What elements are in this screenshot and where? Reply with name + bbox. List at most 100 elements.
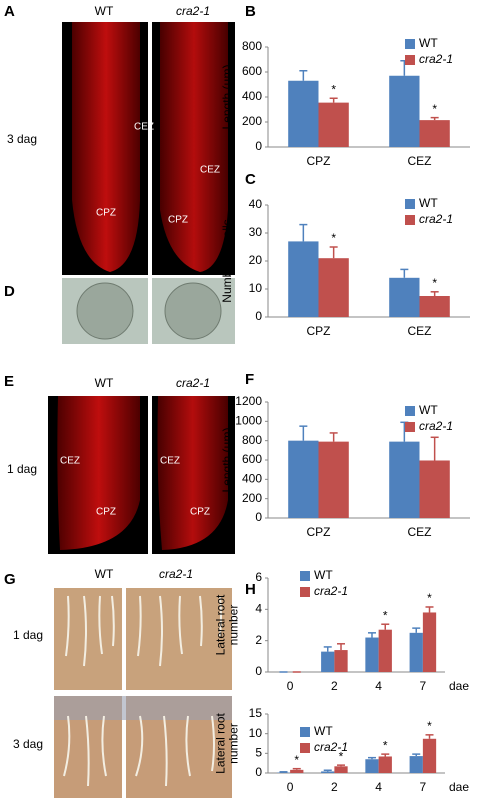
y-tick-label: 20 (249, 253, 263, 267)
bar (389, 441, 420, 518)
y-tick-label: 600 (242, 452, 262, 466)
y-tick-label: 0 (255, 765, 262, 779)
x-tick-label: 4 (375, 679, 382, 693)
y-tick-label: 5 (255, 746, 262, 760)
root-image (157, 396, 228, 550)
y-axis-label: Length (µm) (220, 65, 234, 130)
x-axis-label: dae (449, 780, 469, 794)
legend-swatch (300, 587, 310, 597)
bar (378, 756, 392, 773)
legend-swatch (405, 39, 415, 49)
bar (290, 769, 304, 773)
section-image (76, 282, 134, 340)
significance-marker: * (432, 276, 437, 290)
legend-swatch (300, 727, 310, 737)
bar (288, 440, 319, 518)
section-image (164, 282, 222, 340)
y-tick-label: 15 (249, 706, 263, 720)
zone-label: CPZ (96, 507, 116, 518)
bar (365, 759, 379, 773)
significance-marker: * (383, 608, 388, 622)
bar (389, 75, 420, 147)
y-tick-label: 200 (242, 114, 262, 128)
legend-swatch (300, 743, 310, 753)
zone-label: CEZ (60, 456, 80, 467)
x-tick-label: CEZ (408, 154, 432, 168)
legend-label: WT (314, 568, 333, 582)
y-tick-label: 0 (255, 664, 262, 678)
seedlings (63, 595, 222, 787)
y-tick-label: 200 (242, 491, 262, 505)
x-tick-label: CPZ (307, 525, 331, 539)
zone-label: CEZ (134, 122, 154, 133)
bar (321, 771, 335, 773)
y-tick-label: 1000 (235, 414, 262, 428)
x-tick-label: 2 (331, 679, 338, 693)
panel-letter: D (4, 283, 15, 300)
y-axis-label: Length (µm) (220, 428, 234, 493)
bar (419, 120, 450, 147)
bar (318, 258, 349, 317)
significance-marker: * (427, 591, 432, 605)
bar (409, 632, 423, 672)
row-label: 3 dag (7, 132, 37, 146)
x-tick-label: 2 (331, 780, 338, 794)
y-axis-label: Number of cells (220, 219, 234, 302)
x-tick-label: CEZ (408, 525, 432, 539)
zone-label: CPZ (190, 507, 210, 518)
y-axis-label: Lateral root (214, 712, 228, 773)
y-tick-label: 4 (255, 602, 262, 616)
x-tick-label: CPZ (307, 154, 331, 168)
bar (422, 612, 437, 672)
y-axis-label: Lateral root (214, 594, 228, 655)
root-image (72, 22, 140, 272)
bar (318, 102, 349, 147)
y-tick-label: 0 (255, 510, 262, 524)
bar (318, 441, 349, 518)
bar (378, 629, 392, 672)
bar (288, 241, 319, 317)
significance-marker: * (331, 82, 336, 96)
panel-letter: G (4, 571, 16, 588)
bar (419, 460, 450, 518)
legend-label: cra2-1 (314, 584, 348, 598)
panel-letter: A (4, 3, 15, 20)
column-label: WT (95, 567, 114, 581)
column-label: WT (95, 4, 114, 18)
legend-swatch (300, 571, 310, 581)
bar (409, 756, 423, 773)
x-tick-label: 0 (287, 679, 294, 693)
image (54, 588, 122, 690)
bar (419, 296, 450, 317)
significance-marker: * (331, 231, 336, 245)
panel-letter: H (245, 581, 256, 598)
y-axis-label: number (227, 605, 241, 646)
legend-swatch (405, 55, 415, 65)
row-label: 1 dag (13, 628, 43, 642)
x-tick-label: 7 (420, 780, 427, 794)
y-tick-label: 800 (242, 39, 262, 53)
legend-label: cra2-1 (314, 740, 348, 754)
x-tick-label: 7 (420, 679, 427, 693)
panel-letter: B (245, 3, 256, 20)
y-tick-label: 10 (249, 726, 263, 740)
significance-marker: * (339, 749, 344, 763)
zone-label: CPZ (168, 215, 188, 226)
y-tick-label: 400 (242, 472, 262, 486)
legend-swatch (405, 199, 415, 209)
panel-letter: C (245, 171, 256, 188)
significance-marker: * (432, 102, 437, 116)
column-label: cra2-1 (176, 376, 210, 390)
y-tick-label: 800 (242, 433, 262, 447)
panel-letter: F (245, 371, 254, 388)
column-label: cra2-1 (159, 567, 193, 581)
bar (365, 637, 379, 672)
legend-swatch (405, 406, 415, 416)
bar (321, 651, 335, 672)
legend-label: WT (419, 196, 438, 210)
column-label: cra2-1 (176, 4, 210, 18)
significance-marker: * (427, 719, 432, 733)
legend-label: cra2-1 (419, 52, 453, 66)
y-tick-label: 1200 (235, 394, 262, 408)
bar (334, 650, 348, 672)
